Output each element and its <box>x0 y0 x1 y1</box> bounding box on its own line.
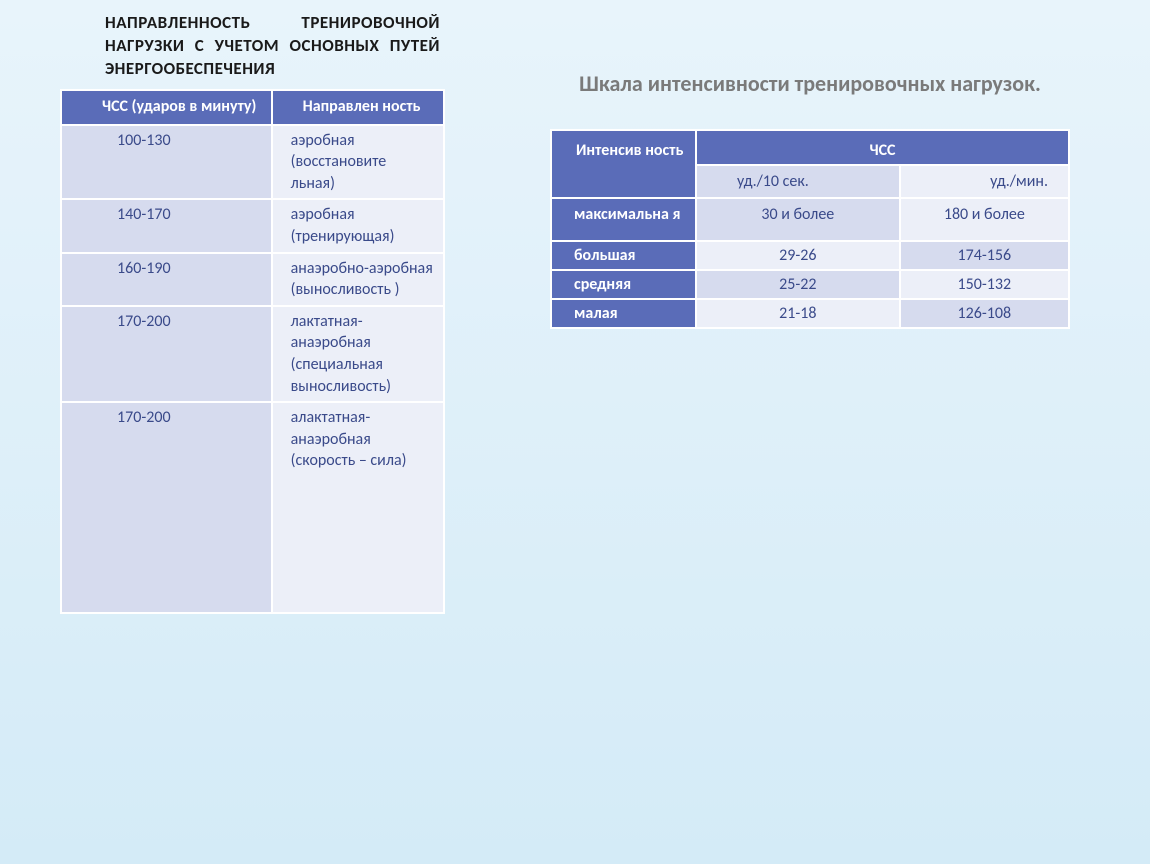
left-section: НАПРАВЛЕННОСТЬ ТРЕНИРОВОЧНОЙ НАГРУЗКИ С … <box>60 12 440 614</box>
th-permin: уд./мин. <box>900 165 1069 198</box>
th-intensity: Интенсив ность <box>551 130 696 198</box>
cell-v2: 150-132 <box>900 270 1069 299</box>
table-row: 170-200 лактатная-анаэробная (специальна… <box>61 306 444 402</box>
cell-v1: 29-26 <box>696 241 900 270</box>
table-row: большая 29-26 174-156 <box>551 241 1069 270</box>
th-chss: ЧСС <box>696 130 1069 165</box>
cell-chss: 160-190 <box>61 253 272 306</box>
right-title: Шкала интенсивности тренировочных нагруз… <box>550 70 1070 99</box>
cell-intensity: средняя <box>551 270 696 299</box>
cell-intensity: максимальна я <box>551 198 696 241</box>
table-direction: ЧСС (ударов в минуту) Направлен ность 10… <box>60 89 445 614</box>
table-row: 140-170 аэробная (тренирующая) <box>61 199 444 252</box>
cell-direction: аэробная (тренирующая) <box>272 199 444 252</box>
th-chss: ЧСС (ударов в минуту) <box>61 90 272 125</box>
table-row: малая 21-18 126-108 <box>551 299 1069 328</box>
cell-chss: 170-200 <box>61 306 272 402</box>
cell-v2: 180 и более <box>900 198 1069 241</box>
table-row: 170-200 алактатная-анаэробная (скорость … <box>61 402 444 613</box>
cell-direction: лактатная-анаэробная (специальная выносл… <box>272 306 444 402</box>
cell-direction: аэробная (восстановите льная) <box>272 125 444 200</box>
cell-chss: 170-200 <box>61 402 272 613</box>
table-intensity: Интенсив ность ЧСС уд./10 сек. уд./мин. … <box>550 129 1070 329</box>
cell-v1: 30 и более <box>696 198 900 241</box>
cell-v1: 21-18 <box>696 299 900 328</box>
cell-intensity: большая <box>551 241 696 270</box>
cell-v2: 174-156 <box>900 241 1069 270</box>
th-direction: Направлен ность <box>272 90 444 125</box>
th-per10sec: уд./10 сек. <box>696 165 900 198</box>
cell-direction: анаэробно-аэробная (выносливость ) <box>272 253 444 306</box>
cell-intensity: малая <box>551 299 696 328</box>
cell-direction: алактатная-анаэробная (скорость – сила) <box>272 402 444 613</box>
right-section: Шкала интенсивности тренировочных нагруз… <box>550 70 1070 329</box>
cell-chss: 140-170 <box>61 199 272 252</box>
cell-v1: 25-22 <box>696 270 900 299</box>
left-title: НАПРАВЛЕННОСТЬ ТРЕНИРОВОЧНОЙ НАГРУЗКИ С … <box>60 12 440 81</box>
table-row: 100-130 аэробная (восстановите льная) <box>61 125 444 200</box>
table-row: максимальна я 30 и более 180 и более <box>551 198 1069 241</box>
table-row: средняя 25-22 150-132 <box>551 270 1069 299</box>
cell-v2: 126-108 <box>900 299 1069 328</box>
cell-chss: 100-130 <box>61 125 272 200</box>
table-row: 160-190 анаэробно-аэробная (выносливость… <box>61 253 444 306</box>
